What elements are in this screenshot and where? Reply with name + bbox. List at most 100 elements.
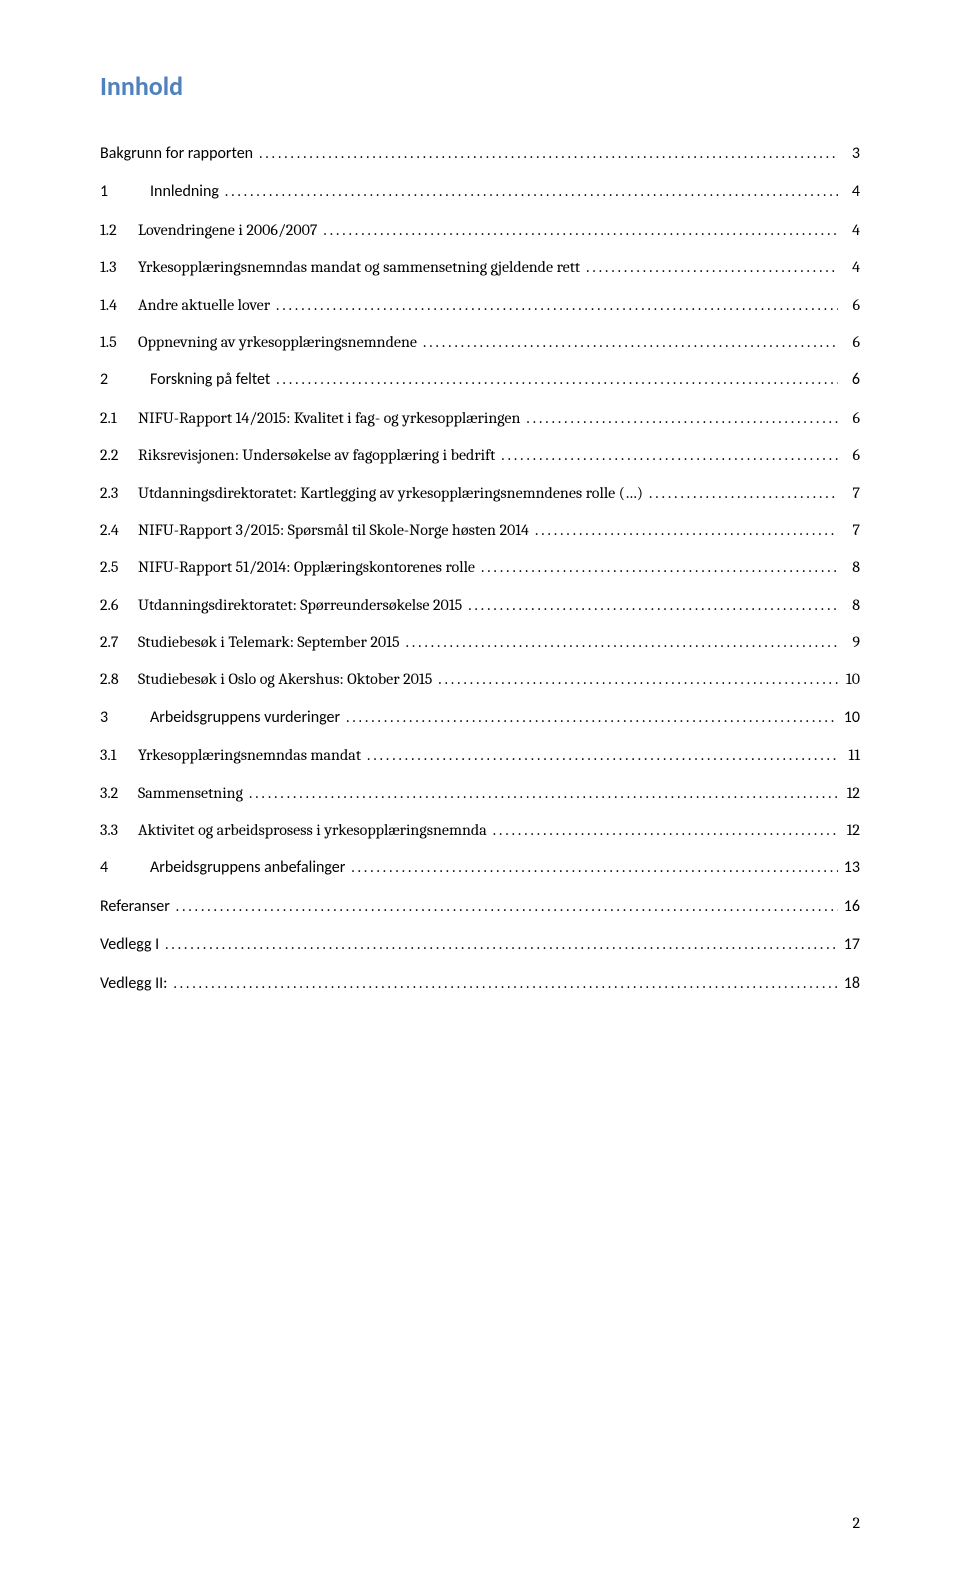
toc-leader-dots: [647, 478, 838, 508]
toc-entry: 2.5NIFU-Rapport 51/2014: Opplæringskonto…: [100, 552, 860, 582]
toc-leader-dots: [349, 852, 838, 882]
toc-entry-page: 8: [838, 590, 860, 620]
toc-entry: 3.1Yrkesopplæringsnemndas mandat 11: [100, 740, 860, 770]
toc-entry-page: 7: [838, 515, 860, 545]
toc-entry-page: 4: [838, 215, 860, 245]
toc-entry-number: 3.3: [100, 815, 138, 845]
toc-entry-page: 6: [838, 403, 860, 433]
toc-entry: 1.2Lovendringene i 2006/2007 4: [100, 215, 860, 245]
toc-entry-page: 12: [838, 815, 860, 845]
toc-leader-dots: [174, 891, 838, 921]
toc-leader-dots: [344, 702, 838, 732]
toc-leader-dots: [533, 515, 838, 545]
toc-entry-page: 3: [838, 139, 860, 169]
toc-leader-dots: [274, 364, 838, 394]
toc-entry-label: Vedlegg I: [100, 930, 163, 960]
toc-entry-label: Arbeidsgruppens vurderinger: [150, 703, 344, 733]
toc-entry-number: 4: [100, 853, 150, 883]
toc-entry-number: 2.4: [100, 515, 138, 545]
toc-entry: 1Innledning4: [100, 176, 860, 207]
toc-entry-page: 9: [838, 627, 860, 657]
toc-entry: 2.4NIFU-Rapport 3/2015: Spørsmål til Sko…: [100, 515, 860, 545]
toc-entry: 2Forskning på feltet 6: [100, 364, 860, 395]
toc-entry-page: 6: [838, 290, 860, 320]
table-of-contents: Bakgrunn for rapporten31Innledning41.2Lo…: [100, 138, 860, 999]
toc-leader-dots: [321, 215, 838, 245]
toc-entry-number: 2: [100, 365, 150, 395]
toc-entry-label: Lovendringene i 2006/2007: [138, 215, 321, 245]
toc-leader-dots: [223, 176, 838, 206]
toc-entry: Referanser 16: [100, 891, 860, 922]
toc-entry: 1.3Yrkesopplæringsnemndas mandat og samm…: [100, 252, 860, 282]
toc-entry: Vedlegg II:18: [100, 968, 860, 999]
toc-entry: 2.7Studiebesøk i Telemark: September 201…: [100, 627, 860, 657]
toc-entry-number: 2.1: [100, 403, 138, 433]
toc-entry-label: Yrkesopplæringsnemndas mandat: [138, 740, 365, 770]
toc-entry-label: Riksrevisjonen: Undersøkelse av fagopplæ…: [138, 440, 499, 470]
toc-entry-number: 2.2: [100, 440, 138, 470]
toc-leader-dots: [524, 403, 838, 433]
toc-entry-number: 3: [100, 703, 150, 733]
toc-entry-page: 10: [838, 664, 860, 694]
toc-leader-dots: [365, 740, 838, 770]
toc-entry: 2.1NIFU-Rapport 14/2015: Kvalitet i fag-…: [100, 403, 860, 433]
toc-leader-dots: [479, 552, 838, 582]
page-title: Innhold: [100, 70, 860, 102]
toc-leader-dots: [499, 440, 838, 470]
toc-entry-label: Studiebesøk i Oslo og Akershus: Oktober …: [138, 664, 436, 694]
toc-entry-label: Utdanningsdirektoratet: Spørreundersøkel…: [138, 590, 466, 620]
toc-entry: 3.2Sammensetning 12: [100, 778, 860, 808]
toc-entry: Bakgrunn for rapporten3: [100, 138, 860, 169]
toc-entry: 2.6Utdanningsdirektoratet: Spørreundersø…: [100, 590, 860, 620]
toc-entry: 1.4Andre aktuelle lover 6: [100, 290, 860, 320]
toc-entry-page: 12: [838, 778, 860, 808]
toc-entry-page: 11: [838, 740, 860, 770]
toc-entry-number: 3.1: [100, 740, 138, 770]
toc-entry: 2.8Studiebesøk i Oslo og Akershus: Oktob…: [100, 664, 860, 694]
toc-entry-label: Andre aktuelle lover: [138, 290, 274, 320]
toc-entry-page: 4: [838, 252, 860, 282]
toc-entry: 2.2Riksrevisjonen: Undersøkelse av fagop…: [100, 440, 860, 470]
toc-entry-page: 8: [838, 552, 860, 582]
toc-entry-number: 1.4: [100, 290, 138, 320]
toc-entry-number: 2.8: [100, 664, 138, 694]
toc-entry-label: Referanser: [100, 892, 174, 922]
toc-entry: 4Arbeidsgruppens anbefalinger 13: [100, 852, 860, 883]
toc-entry-page: 16: [838, 892, 860, 922]
toc-entry-page: 10: [838, 703, 860, 733]
toc-entry-label: Arbeidsgruppens anbefalinger: [150, 853, 349, 883]
toc-leader-dots: [163, 929, 838, 959]
toc-entry-label: Sammensetning: [138, 778, 247, 808]
toc-entry: 3.3Aktivitet og arbeidsprosess i yrkesop…: [100, 815, 860, 845]
toc-entry-number: 2.6: [100, 590, 138, 620]
toc-entry-label: Oppnevning av yrkesopplæringsnemndene: [138, 327, 421, 357]
toc-entry-page: 6: [838, 327, 860, 357]
toc-entry: 1.5Oppnevning av yrkesopplæringsnemndene…: [100, 327, 860, 357]
toc-entry-label: Forskning på feltet: [150, 365, 274, 395]
toc-leader-dots: [257, 138, 838, 168]
toc-leader-dots: [436, 664, 838, 694]
toc-entry-number: 1.2: [100, 215, 138, 245]
toc-leader-dots: [421, 327, 838, 357]
toc-entry-page: 13: [838, 853, 860, 883]
toc-entry-page: 6: [838, 440, 860, 470]
toc-entry-number: 2.3: [100, 478, 138, 508]
toc-entry: 2.3Utdanningsdirektoratet: Kartlegging a…: [100, 478, 860, 508]
toc-leader-dots: [491, 815, 838, 845]
toc-entry-page: 17: [838, 930, 860, 960]
toc-leader-dots: [584, 252, 838, 282]
toc-entry-number: 2.5: [100, 552, 138, 582]
toc-entry-number: 3.2: [100, 778, 138, 808]
toc-leader-dots: [274, 290, 838, 320]
toc-entry-page: 6: [838, 365, 860, 395]
toc-entry-label: NIFU-Rapport 51/2014: Opplæringskontoren…: [138, 552, 479, 582]
toc-entry-page: 4: [838, 177, 860, 207]
toc-entry-number: 1.5: [100, 327, 138, 357]
toc-entry-label: Innledning: [150, 177, 223, 207]
toc-entry-label: NIFU-Rapport 3/2015: Spørsmål til Skole-…: [138, 515, 533, 545]
toc-leader-dots: [466, 590, 838, 620]
toc-entry-page: 7: [838, 478, 860, 508]
toc-leader-dots: [404, 627, 838, 657]
toc-entry-label: Studiebesøk i Telemark: September 2015: [138, 627, 404, 657]
toc-entry-label: NIFU-Rapport 14/2015: Kvalitet i fag- og…: [138, 403, 524, 433]
